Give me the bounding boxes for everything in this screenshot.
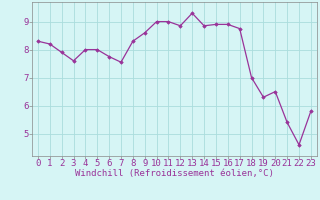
X-axis label: Windchill (Refroidissement éolien,°C): Windchill (Refroidissement éolien,°C) [75,169,274,178]
